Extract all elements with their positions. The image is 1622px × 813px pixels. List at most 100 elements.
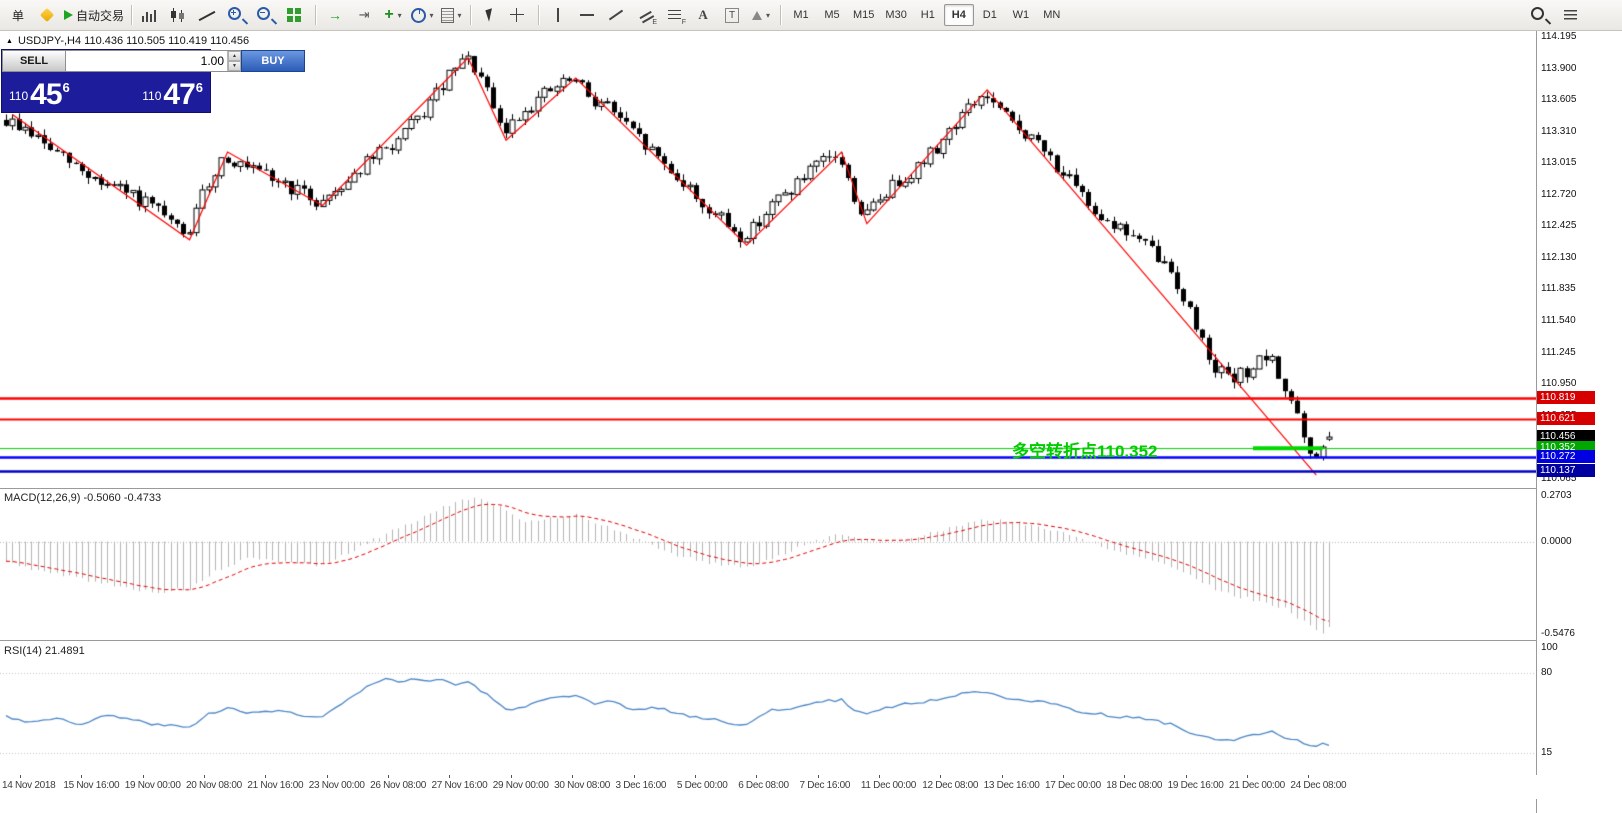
price-tick-label: 112.425 — [1541, 220, 1577, 232]
rsi-tick-label: 15 — [1541, 747, 1553, 759]
toolbar: 单 自动交易 ▾ ▾ ▾ ▾ M1 M5 M15 M30 H1 H4 D1 W1 MN — [0, 0, 1622, 31]
toolbar-menu-icon[interactable] — [1556, 3, 1584, 27]
new-order-button[interactable]: 单 — [4, 3, 32, 27]
time-label: 29 Nov 00:00 — [492, 780, 549, 791]
time-tick — [1308, 775, 1310, 778]
dropdown-caret-icon[interactable]: ▾ — [429, 10, 434, 20]
text-icon[interactable] — [689, 3, 717, 27]
time-tick — [633, 775, 635, 778]
symbol-marker-icon: ▲ — [6, 37, 13, 45]
autotrading-button-label: 自动交易 — [76, 8, 125, 23]
time-tick — [1185, 775, 1187, 778]
bid-price-sup: 6 — [62, 80, 70, 95]
price-tag: 110.621 — [1537, 412, 1595, 426]
shapes-icon[interactable]: ▾ — [747, 3, 775, 27]
timeframe-D1[interactable]: D1 — [982, 9, 997, 21]
tile-windows-icon[interactable] — [282, 3, 310, 27]
macd-tick-label: -0.5476 — [1541, 628, 1575, 639]
panel-separator[interactable] — [0, 640, 1622, 641]
macd-tick-label: 0.2703 — [1541, 490, 1572, 501]
search-icon[interactable] — [1527, 3, 1555, 27]
time-label: 12 Dec 08:00 — [922, 780, 979, 791]
toolbar-separator — [538, 5, 540, 25]
candlestick-chart-icon[interactable] — [166, 3, 194, 27]
volume-decrease-button[interactable] — [228, 61, 241, 71]
ask-price-prefix: 110 — [142, 89, 162, 103]
rsi-panel[interactable] — [0, 640, 1536, 775]
label-icon[interactable] — [718, 3, 746, 27]
zoom-in-icon[interactable] — [224, 3, 252, 27]
indicators-icon[interactable]: ▾ — [379, 3, 407, 27]
timeframe-H4[interactable]: H4 — [943, 4, 974, 26]
fibonacci-icon[interactable] — [660, 3, 688, 27]
time-label: 5 Dec 00:00 — [676, 780, 728, 791]
time-tick — [510, 775, 512, 778]
timeframe-MN[interactable]: MN — [1043, 9, 1061, 21]
time-label: 14 Nov 2018 — [2, 780, 56, 791]
time-label: 15 Nov 16:00 — [63, 780, 120, 791]
buy-button[interactable]: BUY — [241, 50, 305, 72]
time-tick — [817, 775, 819, 778]
turning-point-annotation: 多空转折点110.352 — [1012, 442, 1158, 461]
price-tick-label: 112.720 — [1541, 188, 1577, 200]
timeframe-M5[interactable]: M5 — [824, 9, 840, 21]
price-tag: 110.272 — [1537, 449, 1595, 463]
timeframe-M30[interactable]: M30 — [885, 9, 907, 21]
rsi-tick-label: 80 — [1541, 666, 1553, 678]
equidistant-channel-icon[interactable] — [631, 3, 659, 27]
templates-icon[interactable]: ▾ — [437, 3, 465, 27]
volume-increase-button[interactable] — [228, 51, 241, 61]
zoom-out-icon[interactable] — [253, 3, 282, 27]
dropdown-caret-icon[interactable]: ▾ — [457, 10, 462, 20]
line-chart-icon[interactable] — [195, 3, 223, 27]
time-tick — [756, 775, 758, 778]
volume-input[interactable] — [66, 51, 227, 71]
timeframe-M1[interactable]: M1 — [793, 9, 809, 21]
cursor-icon[interactable] — [476, 3, 504, 27]
time-label: 11 Dec 00:00 — [860, 780, 917, 791]
price-axis[interactable]: 114.195 113.900 113.605 113.310 113.015 112.7… — [1537, 30, 1622, 813]
panel-separator[interactable] — [0, 488, 1622, 489]
time-label: 13 Dec 16:00 — [983, 780, 1040, 791]
autotrading-button[interactable]: 自动交易 — [62, 3, 126, 27]
toolbar-separator — [780, 5, 782, 25]
time-label: 27 Nov 16:00 — [431, 780, 488, 791]
price-tick-label: 113.310 — [1541, 125, 1577, 137]
ask-price-big: 47 — [163, 78, 195, 111]
vertical-line-icon[interactable] — [544, 3, 572, 27]
dropdown-caret-icon[interactable]: ▾ — [766, 10, 771, 20]
chart-title: ▲ USDJPY-,H4 110.436 110.505 110.419 110… — [6, 35, 249, 47]
axis-border — [1536, 30, 1537, 813]
metatrader-icon[interactable] — [33, 3, 61, 27]
time-axis[interactable]: 14 Nov 2018 15 Nov 16:00 19 Nov 00:00 20 No… — [0, 775, 1537, 799]
time-label: 17 Dec 00:00 — [1044, 780, 1101, 791]
one-click-trading-panel: SELL BUY 110 45 6 110 47 6 — [2, 50, 305, 112]
bar-chart-icon[interactable] — [137, 3, 165, 27]
horizontal-line-icon[interactable] — [573, 3, 601, 27]
trendline-icon[interactable] — [602, 3, 630, 27]
price-tick-label: 113.900 — [1541, 62, 1577, 74]
price-tick-label: 113.015 — [1541, 157, 1577, 169]
crosshair-icon[interactable] — [505, 3, 533, 27]
price-tick-label: 110.950 — [1541, 378, 1577, 390]
periods-icon[interactable]: ▾ — [408, 3, 436, 27]
main-chart[interactable] — [0, 30, 1536, 488]
toolbar-separator — [470, 5, 472, 25]
volume-box — [66, 50, 241, 72]
time-label: 3 Dec 16:00 — [615, 780, 667, 791]
time-label: 21 Dec 00:00 — [1229, 780, 1285, 791]
auto-scroll-icon[interactable] — [321, 3, 349, 27]
chart-title-text: USDJPY-,H4 110.436 110.505 110.419 110.4… — [17, 35, 250, 47]
price-tick-label: 111.540 — [1541, 315, 1576, 327]
timeframe-H1[interactable]: H1 — [920, 9, 935, 21]
time-label: 23 Nov 00:00 — [308, 780, 365, 791]
ask-price-sup: 6 — [195, 80, 203, 95]
time-tick — [1001, 775, 1003, 778]
timeframe-W1[interactable]: W1 — [1012, 9, 1030, 21]
chart-shift-icon[interactable] — [350, 3, 378, 27]
timeframe-M15[interactable]: M15 — [853, 9, 875, 21]
sell-button[interactable]: SELL — [2, 50, 66, 72]
dropdown-caret-icon[interactable]: ▾ — [397, 10, 402, 20]
macd-panel[interactable] — [0, 488, 1536, 640]
time-label: 20 Nov 08:00 — [186, 780, 242, 791]
